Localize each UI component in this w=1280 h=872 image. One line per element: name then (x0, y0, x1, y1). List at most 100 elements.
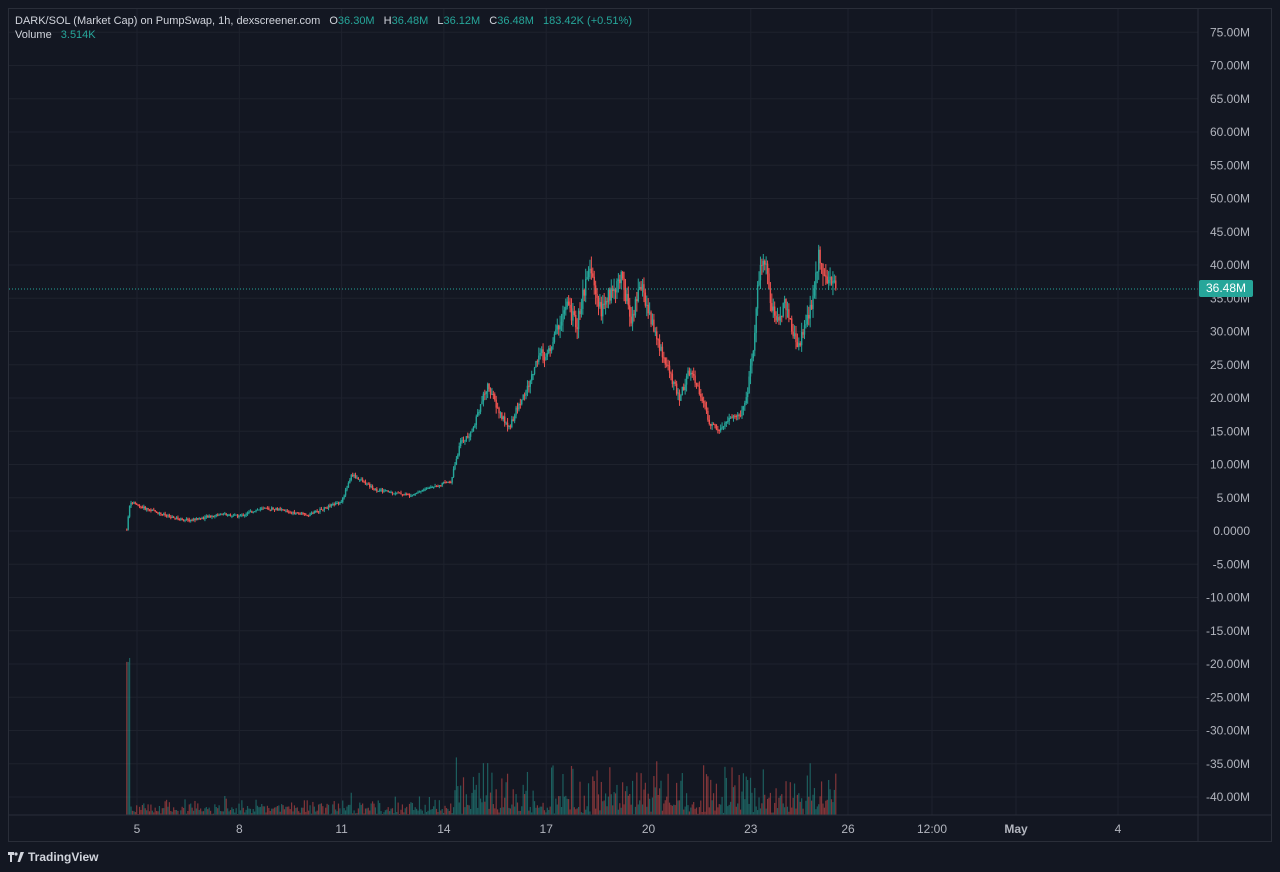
candle-body (800, 332, 803, 346)
volume-bar (316, 810, 318, 815)
volume-bar (558, 796, 560, 815)
volume-bar (151, 810, 153, 815)
candle-body (648, 312, 651, 314)
volume-bar (366, 808, 368, 815)
candle-body (594, 285, 597, 295)
volume-bar (167, 806, 169, 815)
candle-body (519, 404, 522, 406)
volume-bar (694, 808, 696, 815)
volume-bar (748, 803, 750, 815)
candle-body (515, 407, 517, 416)
volume-bar (761, 803, 763, 815)
candle-body (217, 514, 219, 516)
volume-bar (183, 807, 185, 815)
volume-bar (644, 782, 646, 815)
candle-body (467, 436, 469, 438)
volume-bar (265, 812, 267, 815)
volume-bar (497, 809, 499, 815)
symbol-title[interactable]: DARK/SOL (Market Cap) on PumpSwap, 1h, d… (15, 15, 321, 27)
candle-body (808, 314, 810, 319)
candle-body (835, 280, 837, 289)
volume-bar (657, 794, 659, 815)
plot-area[interactable] (8, 8, 1272, 842)
candle-body (532, 373, 534, 375)
volume-bar (808, 796, 810, 815)
volume-bar (188, 804, 190, 815)
candle-body (404, 493, 406, 495)
volume-bar (288, 806, 290, 815)
candle-body (576, 327, 578, 330)
y-tick-label: 5.00M (1217, 491, 1250, 505)
candle-body (606, 300, 608, 303)
volume-bar (344, 810, 347, 815)
candle-body (542, 349, 544, 360)
candle-body (535, 361, 537, 368)
volume-bar (343, 808, 345, 815)
volume-bar (670, 804, 672, 815)
volume-bar (641, 804, 644, 815)
volume-bar (389, 811, 391, 815)
volume-bar (350, 792, 352, 815)
candle-body (671, 373, 674, 384)
volume-bar (597, 794, 600, 815)
volume-bar (569, 809, 571, 815)
candle-body (393, 493, 395, 495)
volume-bar (342, 800, 344, 815)
volume-label[interactable]: Volume (15, 29, 52, 41)
candle-body (657, 339, 659, 341)
candle-body (182, 520, 185, 522)
candle-body (410, 495, 412, 497)
volume-bar (600, 781, 602, 815)
candle-body (447, 481, 449, 483)
candle-body (496, 407, 499, 409)
volume-bar (656, 761, 658, 815)
volume-bar (258, 807, 260, 815)
candle-body (650, 312, 652, 325)
volume-bar (577, 806, 580, 815)
candle-body (165, 515, 168, 517)
candle-body (749, 365, 752, 377)
candle-body (670, 372, 672, 374)
candle-body (494, 394, 496, 400)
volume-bar (515, 794, 517, 815)
volume-bar (832, 802, 834, 815)
candle-body (418, 491, 421, 493)
y-tick-label: -35.00M (1206, 757, 1250, 771)
volume-bar (685, 793, 688, 815)
volume-bar (309, 805, 311, 815)
candle-body (293, 511, 296, 515)
volume-bar (545, 812, 547, 815)
y-tick-label: 55.00M (1210, 158, 1250, 172)
volume-bar (697, 813, 699, 815)
volume-bar (323, 813, 325, 815)
open-value: 36.30M (337, 15, 375, 27)
candle-body (700, 393, 702, 398)
candle-body (131, 502, 134, 504)
candle-body (558, 325, 560, 330)
candle-body (786, 309, 789, 311)
candle-body (457, 454, 459, 459)
candle-body (688, 370, 691, 375)
volume-bar (401, 804, 404, 815)
volume-bar (433, 806, 435, 815)
candle-body (617, 279, 620, 281)
volume-bar (141, 805, 143, 815)
candle-body (144, 506, 146, 510)
volume-bar (738, 774, 740, 815)
volume-bar (559, 796, 561, 815)
volume-bar (718, 804, 720, 815)
candle-body (822, 263, 824, 275)
volume-bar (163, 808, 165, 815)
volume-bar (636, 772, 638, 815)
volume-bar (612, 805, 614, 815)
high-value: 36.48M (391, 15, 429, 27)
tradingview-logo[interactable]: TradingView (8, 850, 98, 864)
volume-bar (269, 811, 271, 815)
candle-body (485, 391, 487, 394)
volume-bar (411, 802, 413, 815)
candle-body (540, 349, 543, 353)
volume-bar (416, 808, 418, 815)
candle-body (778, 317, 780, 321)
volume-bar (730, 801, 732, 815)
